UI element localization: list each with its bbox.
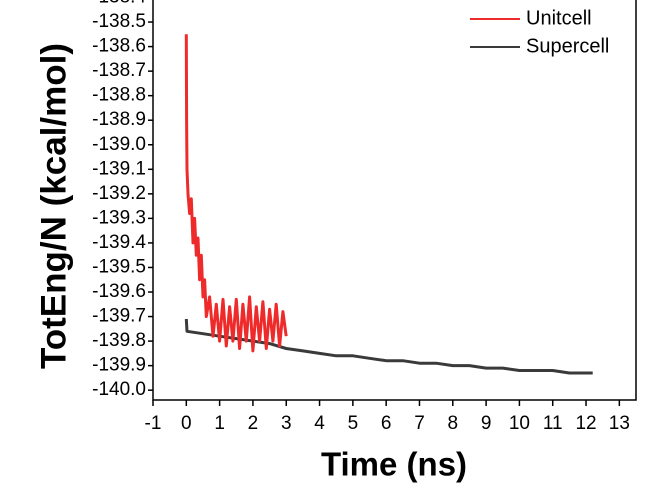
y-axis-title: TotEng/N (kcal/mol) <box>34 43 73 369</box>
y-tick-label: -139.8 <box>92 330 146 351</box>
x-tick-label: 10 <box>509 413 530 434</box>
y-tick-label: -139.9 <box>92 355 146 376</box>
y-tick-label: -138.6 <box>92 36 146 57</box>
x-tick-label: 8 <box>448 413 459 434</box>
y-tick-label: -138.4 <box>92 0 146 8</box>
x-tick-label: 12 <box>575 413 596 434</box>
plot-frame <box>152 0 637 401</box>
legend-label: Unitcell <box>526 7 592 29</box>
y-tick-label: -140.0 <box>92 379 146 400</box>
y-tick-label: -139.0 <box>92 134 146 155</box>
x-tick-label: 13 <box>609 413 630 434</box>
series-line <box>184 34 288 353</box>
x-axis-title: Time (ns) <box>321 446 467 483</box>
x-tick-label: 9 <box>481 413 492 434</box>
y-tick-label: -138.7 <box>92 60 146 81</box>
series-line <box>184 318 593 375</box>
y-tick-label: -139.1 <box>92 158 146 179</box>
y-tick-label: -138.5 <box>92 11 146 32</box>
x-tick-label: 6 <box>381 413 392 434</box>
y-tick-label: -139.7 <box>92 306 146 327</box>
x-tick-label: 2 <box>248 413 259 434</box>
y-tick-label: -139.2 <box>92 183 146 204</box>
x-tick-label: 7 <box>414 413 425 434</box>
y-tick-label: -138.8 <box>92 85 146 106</box>
y-tick-label: -139.4 <box>92 232 146 253</box>
x-tick-label: 0 <box>181 413 192 434</box>
y-tick-label: -138.9 <box>92 109 146 130</box>
x-tick-label: 1 <box>214 413 225 434</box>
x-tick-label: 5 <box>348 413 359 434</box>
x-tick-label: 3 <box>281 413 292 434</box>
y-tick-label: -139.5 <box>92 256 146 277</box>
x-tick-label: 4 <box>314 413 325 434</box>
legend-label: Supercell <box>526 35 609 57</box>
y-tick-label: -139.6 <box>92 281 146 302</box>
y-tick-label: -139.3 <box>92 207 146 228</box>
x-tick-label: 11 <box>543 413 563 434</box>
x-tick-label: -1 <box>145 413 162 434</box>
